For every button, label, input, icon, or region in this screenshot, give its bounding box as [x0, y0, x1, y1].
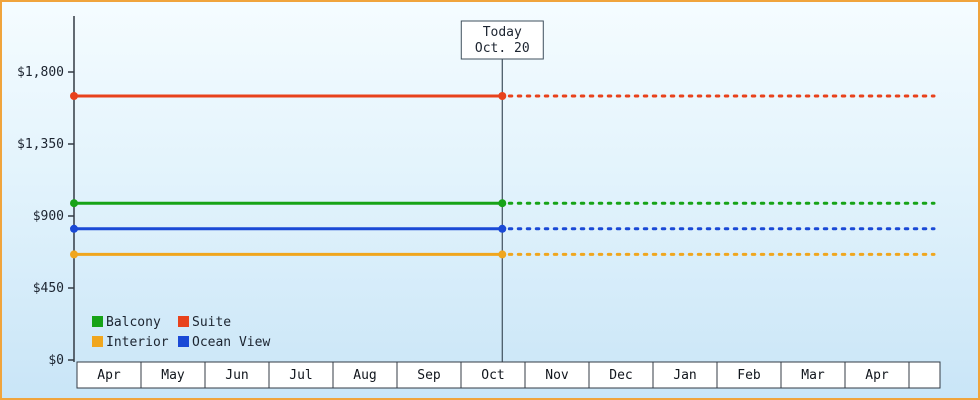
series-today-dot-suite [498, 92, 507, 100]
month-cell [716, 361, 782, 389]
month-cell [140, 361, 206, 389]
month-label: Jul [289, 368, 312, 383]
series-today-dot-balcony [498, 199, 507, 208]
legend-swatch-suite [178, 316, 189, 327]
month-cell [396, 361, 462, 389]
month-label: Nov [545, 368, 569, 383]
month-cell [204, 361, 270, 389]
legend-label-suite: Suite [192, 315, 231, 330]
y-tick-label: $450 [33, 281, 64, 296]
legend-swatch-balcony [92, 316, 103, 327]
month-label: May [161, 368, 185, 383]
month-label: Apr [865, 368, 889, 383]
month-cell-partial [908, 361, 941, 389]
legend-swatch-interior [92, 336, 103, 347]
month-label: Feb [737, 368, 761, 383]
legend-label-ocean-view: Ocean View [192, 335, 270, 350]
month-cell [588, 361, 654, 389]
month-label: Apr [97, 368, 121, 383]
legend-swatch-ocean-view [178, 336, 189, 347]
legend-label-balcony: Balcony [106, 315, 161, 330]
y-tick-label: $1,350 [17, 137, 64, 152]
month-label: Jun [225, 368, 248, 383]
y-tick-label: $0 [48, 353, 64, 368]
month-cell [76, 361, 142, 389]
month-label: Aug [353, 368, 376, 383]
month-label: Mar [801, 368, 825, 383]
y-tick-label: $900 [33, 209, 64, 224]
today-label-line1: Today [483, 25, 522, 40]
series-start-dot-suite [70, 92, 78, 100]
series-start-dot-balcony [70, 199, 78, 208]
month-cell [268, 361, 334, 389]
month-cell [332, 361, 398, 389]
y-tick-label: $1,800 [17, 65, 64, 80]
month-label: Sep [417, 368, 441, 383]
legend-label-interior: Interior [106, 335, 169, 350]
month-label: Jan [673, 368, 696, 383]
today-label-line2: Oct. 20 [475, 41, 530, 56]
month-label: Dec [609, 368, 632, 383]
series-start-dot-ocean-view [70, 224, 78, 233]
today-box [460, 20, 544, 60]
month-label: Oct [481, 368, 504, 383]
month-cell [844, 361, 910, 389]
series-today-dot-interior [498, 250, 507, 259]
series-start-dot-interior [70, 250, 78, 259]
series-today-dot-ocean-view [498, 224, 507, 233]
